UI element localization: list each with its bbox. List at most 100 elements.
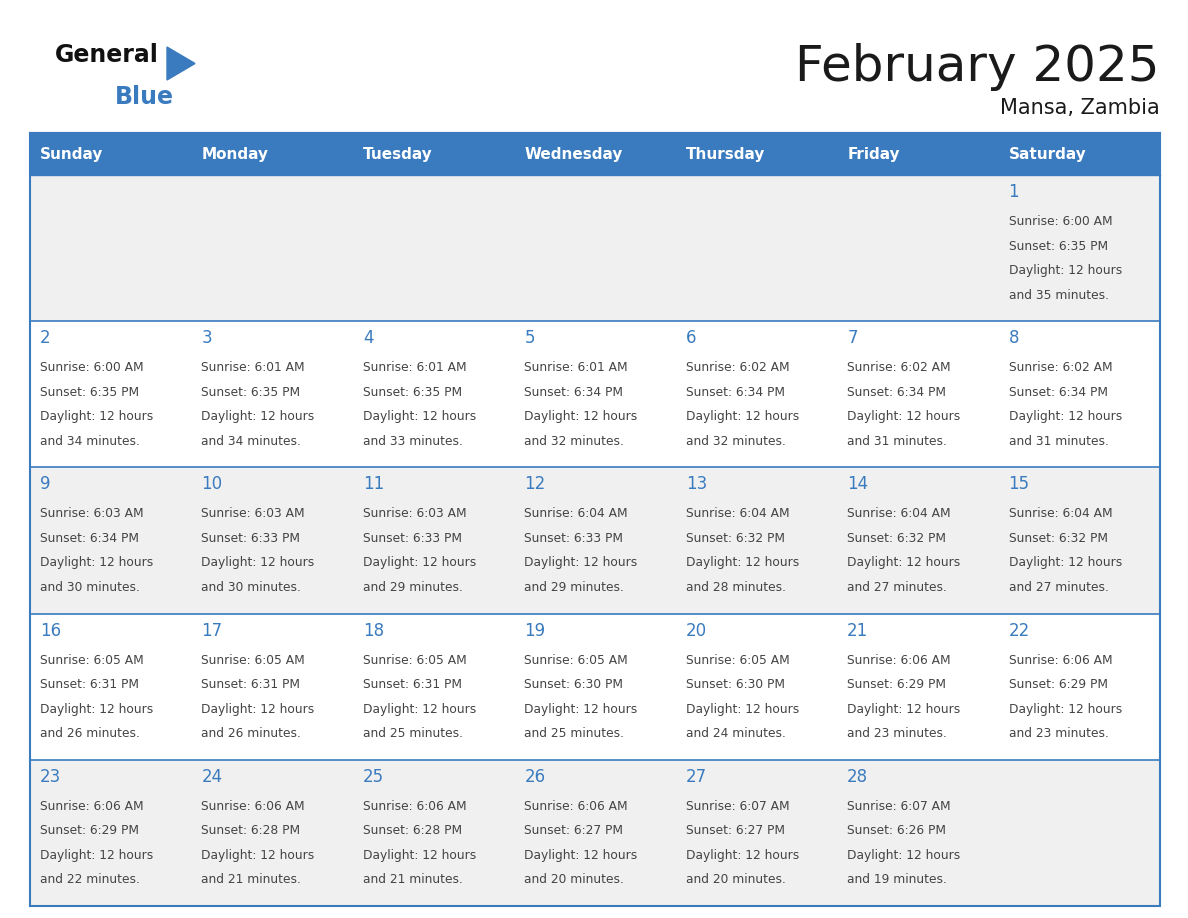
Text: and 21 minutes.: and 21 minutes. [362, 873, 463, 886]
Text: Sunset: 6:33 PM: Sunset: 6:33 PM [524, 532, 624, 545]
Text: Sunrise: 6:05 AM: Sunrise: 6:05 AM [685, 654, 790, 666]
Text: Sunset: 6:27 PM: Sunset: 6:27 PM [524, 824, 624, 837]
Text: Sunrise: 6:05 AM: Sunrise: 6:05 AM [362, 654, 467, 666]
Text: Sunset: 6:34 PM: Sunset: 6:34 PM [524, 386, 624, 398]
Bar [999, 760, 1159, 906]
Text: 9: 9 [40, 476, 51, 493]
Text: Daylight: 12 hours: Daylight: 12 hours [685, 702, 800, 716]
Bar [30, 133, 1159, 906]
Bar [353, 760, 514, 906]
Text: Daylight: 12 hours: Daylight: 12 hours [685, 556, 800, 569]
Bar [676, 467, 838, 613]
Text: and 31 minutes.: and 31 minutes. [1009, 435, 1108, 448]
Text: Sunset: 6:28 PM: Sunset: 6:28 PM [362, 824, 462, 837]
Bar [30, 760, 191, 906]
Text: 18: 18 [362, 621, 384, 640]
Text: Sunrise: 6:00 AM: Sunrise: 6:00 AM [1009, 215, 1112, 228]
Text: Sunset: 6:26 PM: Sunset: 6:26 PM [847, 824, 946, 837]
Text: Sunday: Sunday [40, 147, 103, 162]
Text: 6: 6 [685, 330, 696, 347]
Text: Sunset: 6:33 PM: Sunset: 6:33 PM [362, 532, 462, 545]
Text: and 21 minutes.: and 21 minutes. [202, 873, 302, 886]
Text: Sunset: 6:35 PM: Sunset: 6:35 PM [40, 386, 139, 398]
Text: Sunrise: 6:04 AM: Sunrise: 6:04 AM [524, 508, 628, 521]
Text: Sunset: 6:29 PM: Sunset: 6:29 PM [847, 678, 946, 691]
Text: 7: 7 [847, 330, 858, 347]
Bar [191, 175, 353, 321]
Text: and 27 minutes.: and 27 minutes. [847, 581, 947, 594]
Text: 20: 20 [685, 621, 707, 640]
Bar [514, 613, 676, 760]
Text: and 26 minutes.: and 26 minutes. [40, 727, 140, 740]
Bar [353, 133, 514, 175]
Text: 17: 17 [202, 621, 222, 640]
Text: Daylight: 12 hours: Daylight: 12 hours [40, 410, 153, 423]
Bar [191, 760, 353, 906]
Text: 13: 13 [685, 476, 707, 493]
Text: 2: 2 [40, 330, 51, 347]
Text: and 23 minutes.: and 23 minutes. [847, 727, 947, 740]
Text: Daylight: 12 hours: Daylight: 12 hours [40, 702, 153, 716]
Text: 24: 24 [202, 767, 222, 786]
Bar [514, 133, 676, 175]
Text: and 30 minutes.: and 30 minutes. [202, 581, 302, 594]
Text: Sunrise: 6:02 AM: Sunrise: 6:02 AM [685, 361, 789, 375]
Bar [353, 613, 514, 760]
Text: Sunrise: 6:01 AM: Sunrise: 6:01 AM [362, 361, 467, 375]
Text: Sunset: 6:34 PM: Sunset: 6:34 PM [1009, 386, 1107, 398]
Bar [676, 613, 838, 760]
Text: Sunset: 6:29 PM: Sunset: 6:29 PM [40, 824, 139, 837]
Text: Mansa, Zambia: Mansa, Zambia [1000, 98, 1159, 118]
Text: Tuesday: Tuesday [362, 147, 432, 162]
Text: Daylight: 12 hours: Daylight: 12 hours [847, 410, 960, 423]
Bar [999, 467, 1159, 613]
Text: and 31 minutes.: and 31 minutes. [847, 435, 947, 448]
Bar [676, 133, 838, 175]
Bar [838, 613, 999, 760]
Text: Sunrise: 6:06 AM: Sunrise: 6:06 AM [524, 800, 628, 812]
Text: 27: 27 [685, 767, 707, 786]
Text: and 30 minutes.: and 30 minutes. [40, 581, 140, 594]
Text: and 28 minutes.: and 28 minutes. [685, 581, 785, 594]
Text: and 20 minutes.: and 20 minutes. [685, 873, 785, 886]
Text: and 34 minutes.: and 34 minutes. [202, 435, 302, 448]
Text: 28: 28 [847, 767, 868, 786]
Text: 5: 5 [524, 330, 535, 347]
Text: Sunrise: 6:06 AM: Sunrise: 6:06 AM [1009, 654, 1112, 666]
Text: 16: 16 [40, 621, 61, 640]
Bar [30, 467, 191, 613]
Text: Sunrise: 6:05 AM: Sunrise: 6:05 AM [524, 654, 628, 666]
Text: Sunset: 6:30 PM: Sunset: 6:30 PM [524, 678, 624, 691]
Text: Sunset: 6:32 PM: Sunset: 6:32 PM [685, 532, 785, 545]
Text: Sunset: 6:35 PM: Sunset: 6:35 PM [362, 386, 462, 398]
Text: Sunset: 6:27 PM: Sunset: 6:27 PM [685, 824, 785, 837]
Text: February 2025: February 2025 [796, 43, 1159, 91]
Bar [999, 175, 1159, 321]
Bar [30, 613, 191, 760]
Bar [514, 321, 676, 467]
Text: Sunrise: 6:06 AM: Sunrise: 6:06 AM [40, 800, 144, 812]
Text: Sunrise: 6:07 AM: Sunrise: 6:07 AM [685, 800, 789, 812]
Text: Sunset: 6:30 PM: Sunset: 6:30 PM [685, 678, 785, 691]
Text: Sunset: 6:34 PM: Sunset: 6:34 PM [40, 532, 139, 545]
Text: Daylight: 12 hours: Daylight: 12 hours [1009, 410, 1121, 423]
Text: Sunset: 6:34 PM: Sunset: 6:34 PM [685, 386, 785, 398]
Text: Sunrise: 6:05 AM: Sunrise: 6:05 AM [202, 654, 305, 666]
Bar [676, 321, 838, 467]
Text: Sunrise: 6:05 AM: Sunrise: 6:05 AM [40, 654, 144, 666]
Text: Daylight: 12 hours: Daylight: 12 hours [40, 849, 153, 862]
Text: Daylight: 12 hours: Daylight: 12 hours [524, 556, 638, 569]
Text: Sunrise: 6:04 AM: Sunrise: 6:04 AM [685, 508, 789, 521]
Text: Daylight: 12 hours: Daylight: 12 hours [685, 849, 800, 862]
Text: 4: 4 [362, 330, 373, 347]
Bar [514, 760, 676, 906]
Text: Sunrise: 6:03 AM: Sunrise: 6:03 AM [40, 508, 144, 521]
Text: Sunrise: 6:06 AM: Sunrise: 6:06 AM [202, 800, 305, 812]
Bar [676, 760, 838, 906]
Text: and 20 minutes.: and 20 minutes. [524, 873, 624, 886]
Bar [30, 321, 191, 467]
Text: 15: 15 [1009, 476, 1030, 493]
Text: Blue: Blue [115, 85, 173, 109]
Text: Sunrise: 6:03 AM: Sunrise: 6:03 AM [362, 508, 467, 521]
Text: Sunrise: 6:04 AM: Sunrise: 6:04 AM [847, 508, 950, 521]
